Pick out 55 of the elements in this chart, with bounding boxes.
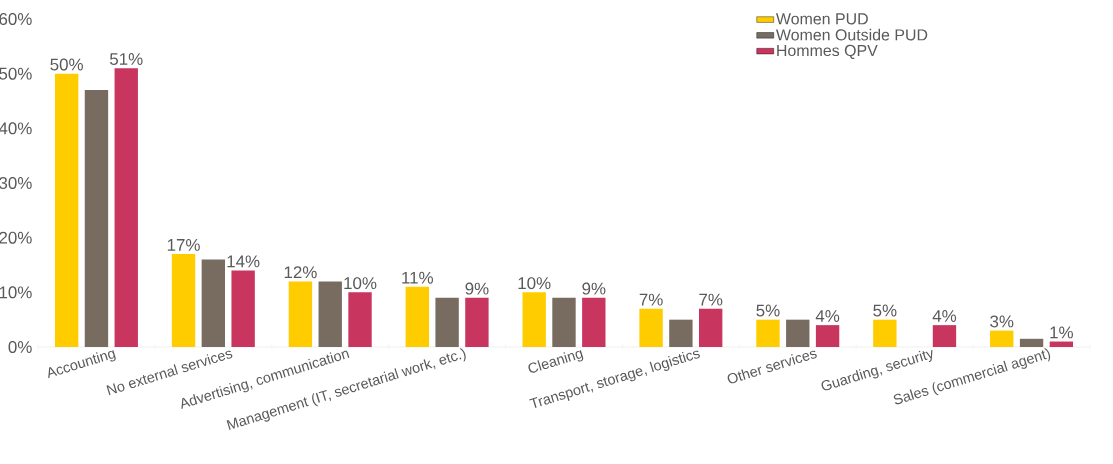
data-label: 14% [227,255,260,268]
data-label: 5% [756,304,780,317]
x-tick-label: Cleaning [528,350,584,373]
data-label: 51% [109,53,143,66]
y-tick-label: 20% [0,231,32,244]
data-label: 5% [873,304,897,317]
data-label: 11% [402,271,434,284]
bar [699,308,723,347]
data-label: 9% [465,282,489,295]
legend-label: Women PUD [776,13,868,25]
bar [435,297,459,347]
bar [552,297,576,347]
bar [201,259,226,347]
bar [756,319,780,347]
bar [465,297,489,347]
data-label: 17% [167,239,200,251]
data-label: 12% [284,266,317,279]
y-tick-label: 50% [0,67,32,80]
bar [318,281,342,347]
legend-label: Women Outside PUD [776,28,928,41]
y-tick-label: 0% [8,341,32,353]
bar [171,254,196,347]
data-label: 1% [1050,326,1073,339]
data-label: 10% [344,277,377,290]
bar [1019,338,1044,347]
bar [873,319,897,347]
bar [522,292,546,347]
y-tick-label: 30% [0,177,32,189]
data-label: 10% [518,277,551,290]
x-tick-label: Other services [727,350,817,384]
bar [815,325,840,347]
bar [990,330,1014,347]
bar [582,297,606,347]
data-label: 7% [639,293,663,306]
bar [231,270,255,347]
bar [786,319,810,347]
y-tick-label: 60% [0,13,32,25]
legend-label: Hommes QPV [777,44,878,59]
bar [114,68,138,347]
bar [1049,341,1074,347]
bar [348,292,372,347]
data-label: 50% [50,58,83,71]
bar [54,73,79,347]
bar [639,308,663,347]
bar [669,319,693,347]
bar [84,90,109,347]
data-label: 4% [815,310,840,322]
data-label: 4% [932,310,957,322]
bar [288,281,313,347]
bar [405,286,429,347]
y-tick-label: 10% [0,286,32,299]
data-label: 3% [990,315,1014,328]
bar [932,325,957,347]
data-label: 9% [582,282,606,295]
data-label: 7% [699,293,723,306]
